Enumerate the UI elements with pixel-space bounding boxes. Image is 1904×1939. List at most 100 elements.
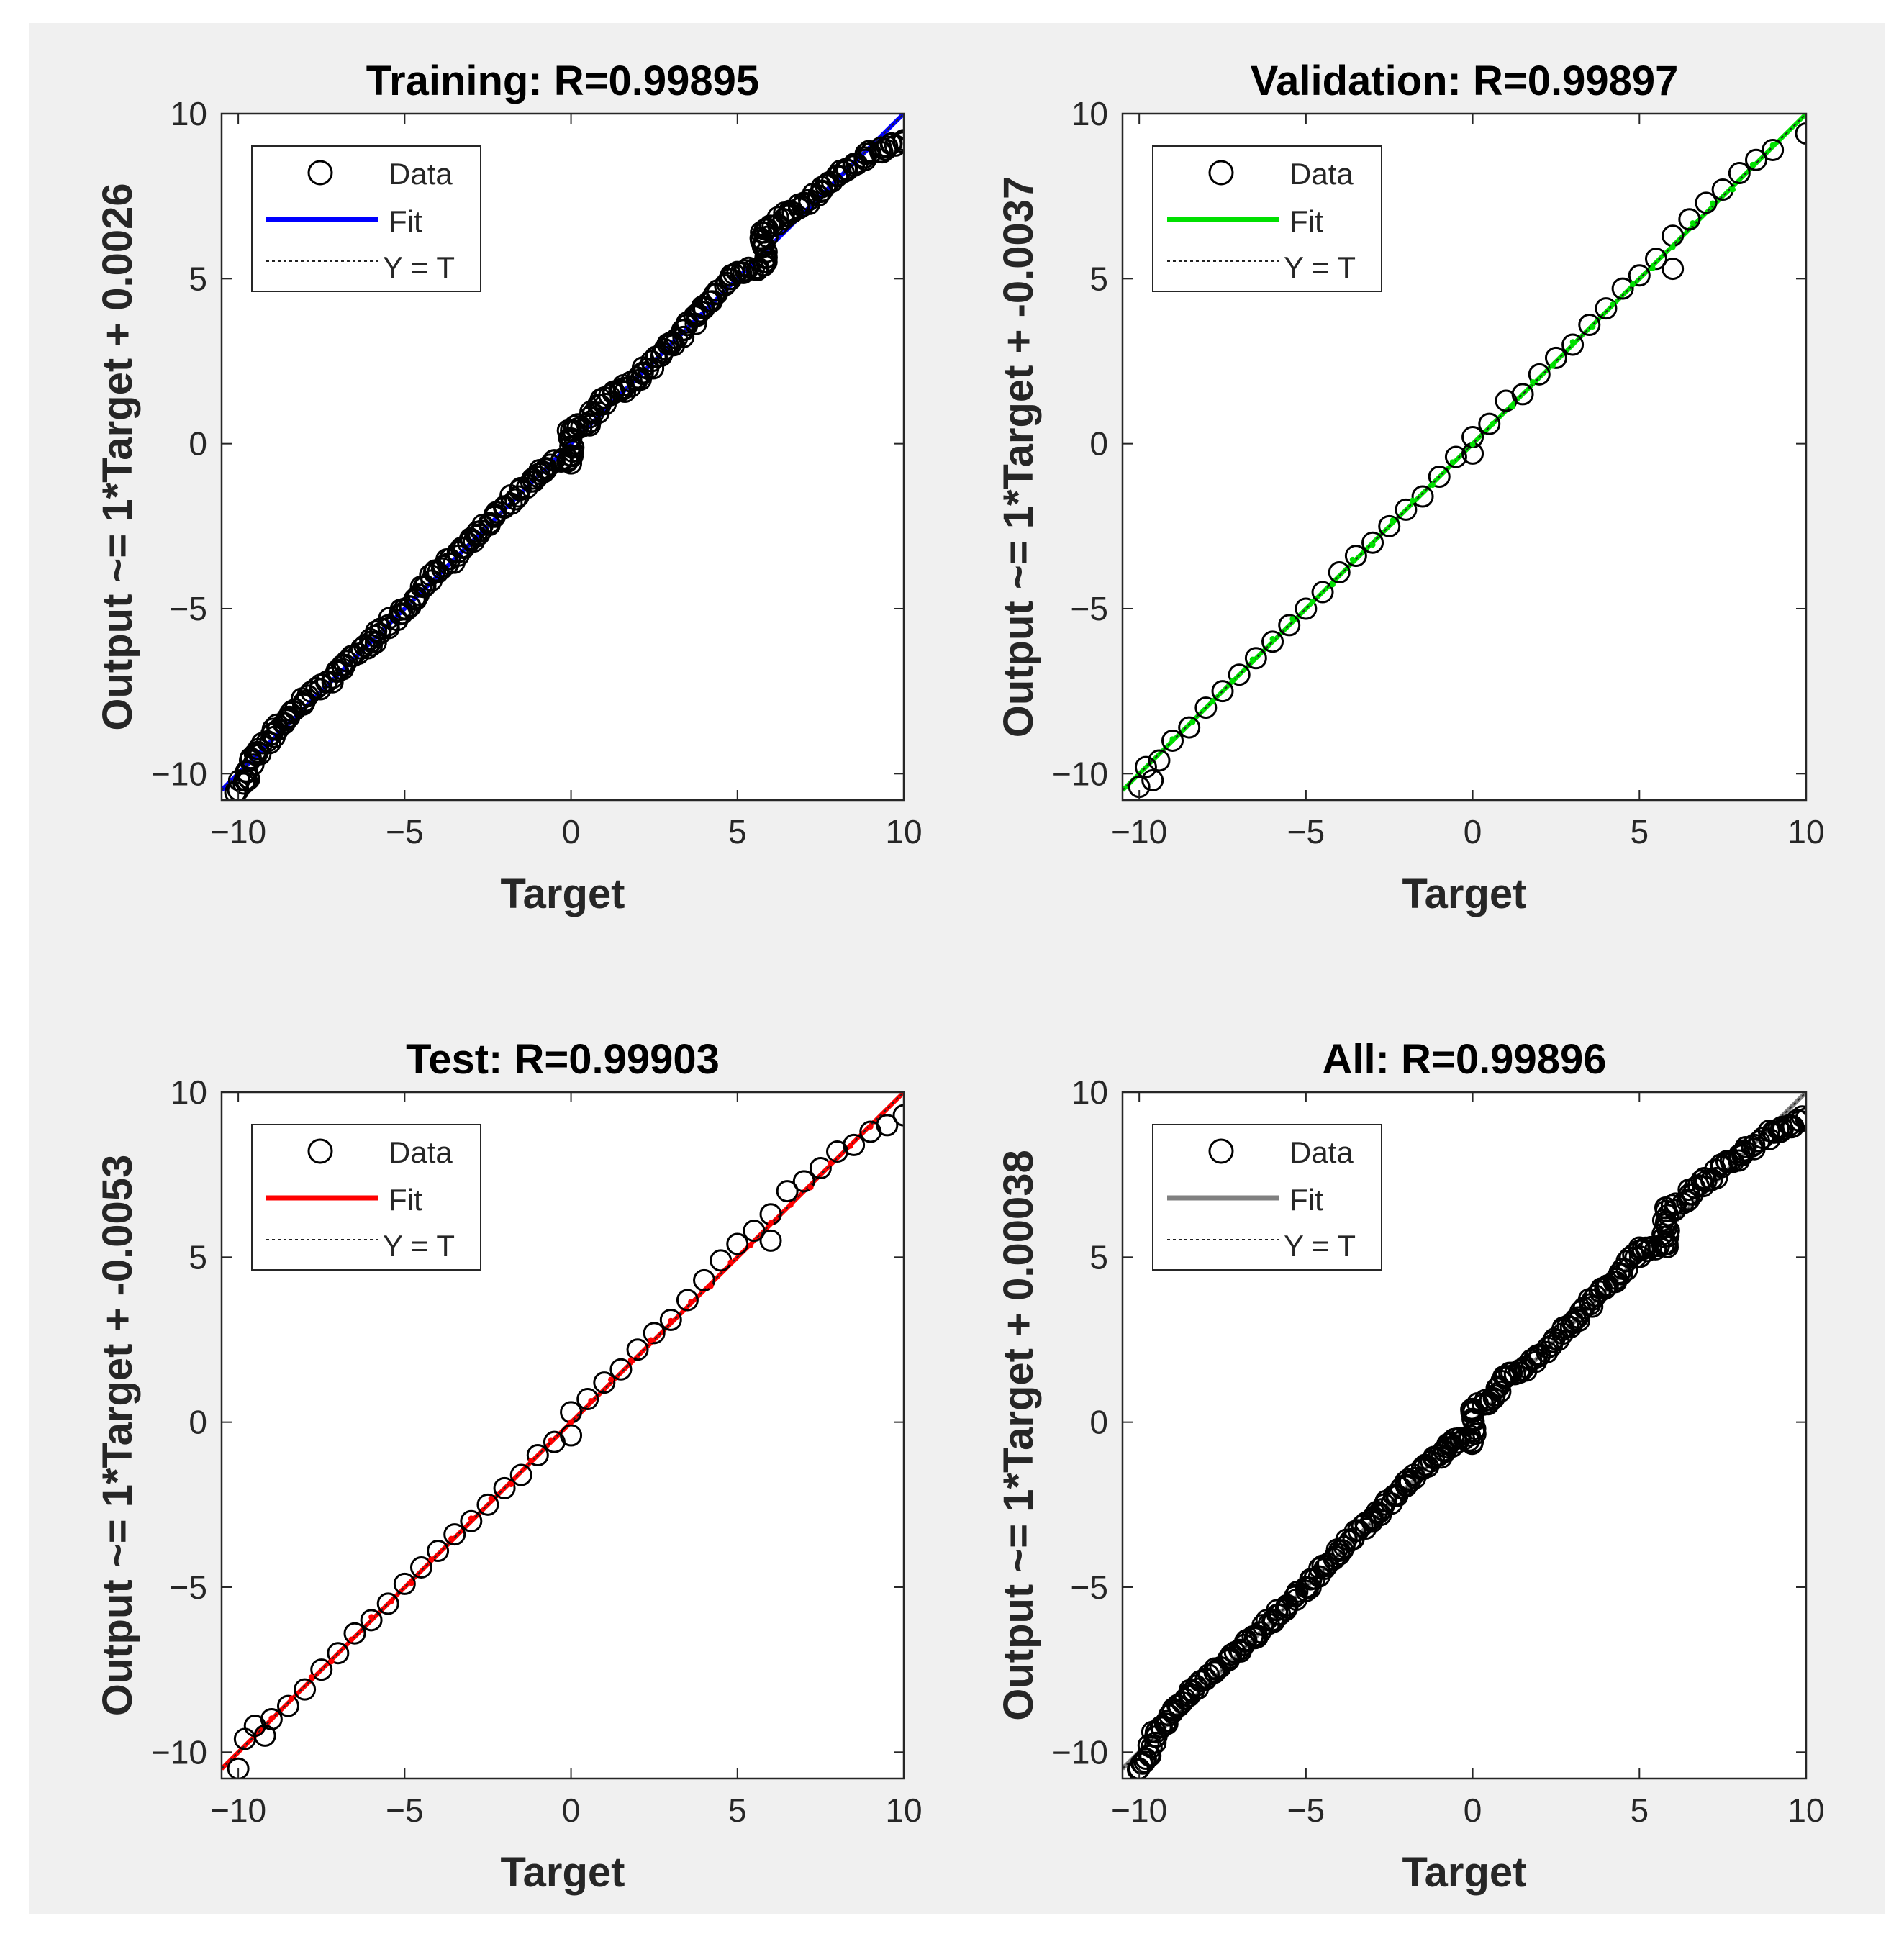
- data-point: [1328, 561, 1351, 584]
- y-tick-label: 10: [171, 95, 207, 132]
- x-tick-label: 5: [1630, 1792, 1649, 1829]
- data-point: [1194, 1668, 1218, 1691]
- fit-marker: [1449, 459, 1456, 466]
- fit-marker: [1649, 265, 1656, 271]
- chart-title: Test: R=0.99903: [406, 1036, 720, 1083]
- data-point: [843, 1133, 866, 1156]
- data-point: [1628, 1239, 1651, 1262]
- fit-marker: [627, 1357, 634, 1363]
- x-tick-label: 5: [728, 1792, 747, 1829]
- x-tick-label: −10: [1111, 813, 1167, 850]
- legend: Data Fit Y = T: [1152, 145, 1382, 292]
- fit-marker: [1490, 420, 1496, 427]
- data-point: [686, 302, 709, 325]
- y-tick-label: −10: [151, 1733, 207, 1771]
- data-point: [1795, 1107, 1806, 1130]
- data-point: [1161, 1701, 1184, 1724]
- legend-data-marker: [307, 1138, 333, 1164]
- legend-data-marker: [1208, 1138, 1234, 1164]
- x-tick-label: −10: [210, 1792, 266, 1829]
- legend: Data Fit Y = T: [251, 145, 481, 292]
- data-point: [1428, 466, 1451, 489]
- regression-panel-2: −10 −5 0 5 10 −10 −5 0 5 10 Validation: R=0.99897 T…: [995, 58, 1825, 917]
- x-tick-label: −5: [386, 1792, 423, 1829]
- data-point: [443, 1523, 466, 1546]
- data-point: [427, 561, 450, 584]
- data-point: [327, 660, 350, 683]
- fit-marker: [289, 1695, 295, 1702]
- data-point: [1144, 1721, 1167, 1744]
- fit-marker: [768, 1220, 774, 1226]
- legend-entry: Data: [1289, 157, 1354, 191]
- y-tick-label: −5: [1071, 590, 1108, 627]
- data-point: [260, 722, 283, 745]
- regression-panel-1: −10 −5 0 5 10 −10 −5 0 5 10 Training: R=0.99895 Tar…: [94, 58, 922, 917]
- data-point: [1295, 1576, 1318, 1599]
- data-point: [493, 495, 516, 518]
- data-point: [1444, 445, 1467, 468]
- regression-panel-3: −10 −5 0 5 10 −10 −5 0 5 10 Test: R=0.99903 Target O…: [94, 1036, 922, 1896]
- x-tick-label: −10: [1111, 1792, 1167, 1829]
- fit-marker: [1249, 656, 1256, 663]
- y-tick-label: 5: [189, 1238, 207, 1276]
- data-point: [1611, 277, 1634, 300]
- fit-marker: [1610, 301, 1616, 308]
- data-point: [659, 333, 682, 356]
- fit-marker: [548, 1437, 554, 1443]
- y-axis-label: Output ~= 1*Target + 0.00038: [995, 1150, 1042, 1721]
- data-point: [876, 1114, 899, 1137]
- fit-marker: [1210, 699, 1216, 705]
- data-point: [276, 706, 299, 729]
- data-point: [393, 597, 416, 620]
- y-tick-label: −10: [151, 755, 207, 792]
- data-point: [1511, 383, 1534, 406]
- data-point: [726, 1232, 749, 1255]
- data-point: [376, 1592, 399, 1615]
- data-point: [1178, 1684, 1201, 1707]
- y-tick-label: 5: [1089, 1238, 1108, 1276]
- data-point: [1511, 1358, 1534, 1381]
- fit-marker: [1310, 599, 1316, 605]
- legend-entry: Fit: [389, 1183, 422, 1217]
- y-tick-label: 5: [189, 260, 207, 297]
- data-point: [343, 1622, 366, 1645]
- data-point: [1561, 333, 1585, 356]
- y-tick-label: −10: [1052, 755, 1108, 792]
- fit-marker: [727, 1259, 734, 1266]
- data-point: [693, 297, 716, 320]
- data-point: [526, 1444, 549, 1467]
- data-point: [593, 1371, 616, 1394]
- x-tick-label: 5: [728, 813, 747, 850]
- y-tick-label: 10: [171, 1073, 207, 1111]
- data-point: [294, 689, 317, 712]
- fit-marker: [1189, 719, 1196, 725]
- legend: Data Fit Y = T: [1152, 1124, 1382, 1271]
- data-point: [609, 379, 633, 402]
- x-tick-label: 10: [1787, 1792, 1824, 1829]
- data-point: [1654, 1212, 1677, 1235]
- legend-entry: Data: [389, 157, 453, 191]
- fit-marker: [1410, 497, 1416, 504]
- data-point: [776, 1180, 799, 1203]
- data-point: [1728, 1143, 1751, 1166]
- fit-marker: [1690, 220, 1696, 227]
- data-point: [609, 1358, 633, 1381]
- x-axis-label: Target: [501, 871, 625, 917]
- fit-marker: [707, 1283, 714, 1289]
- legend-entry: Y = T: [383, 1229, 455, 1263]
- data-point: [1644, 248, 1667, 271]
- x-tick-label: −5: [1287, 813, 1325, 850]
- data-point: [576, 1388, 599, 1411]
- data-point: [1361, 1507, 1384, 1530]
- data-point: [566, 413, 589, 436]
- data-point: [1654, 1199, 1677, 1222]
- data-point: [1428, 1444, 1451, 1467]
- data-point: [1295, 597, 1318, 620]
- fit-marker: [1549, 363, 1556, 369]
- y-tick-label: −5: [170, 1568, 207, 1606]
- data-point: [227, 1757, 250, 1779]
- legend-entry: Fit: [389, 204, 422, 238]
- chart-title: All: R=0.99896: [1323, 1036, 1607, 1083]
- data-point: [1615, 1258, 1638, 1281]
- data-point: [1161, 729, 1184, 752]
